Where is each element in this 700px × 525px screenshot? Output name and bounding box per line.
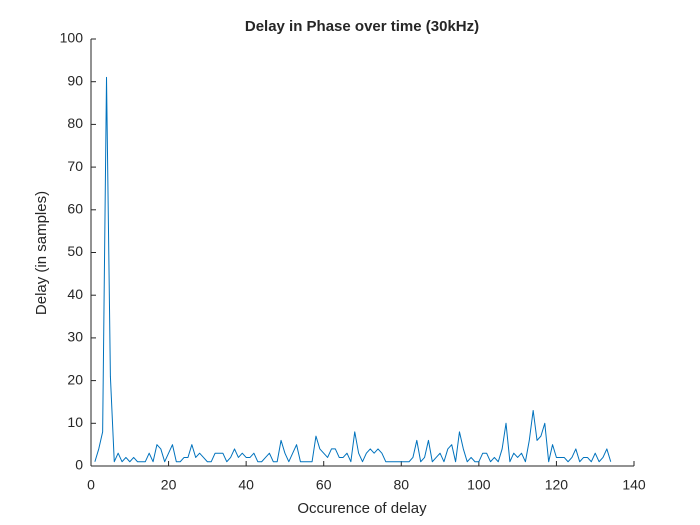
y-tick-label: 60 [67,201,83,217]
y-tick-label: 40 [67,286,83,302]
x-tick-label: 20 [161,477,177,493]
y-tick-label: 100 [60,30,84,46]
x-tick-label: 120 [545,477,569,493]
chart-title: Delay in Phase over time (30kHz) [245,18,479,35]
data-line [94,76,612,463]
x-axis-label: Occurence of delay [297,500,427,517]
y-tick-label: 0 [75,457,83,473]
y-tick-label: 90 [67,72,83,88]
y-tick-label: 30 [67,329,83,345]
y-axis-label: Delay (in samples) [33,191,50,315]
x-tick-label: 80 [393,477,409,493]
y-tick-label: 20 [67,371,83,387]
x-tick-label: 0 [87,477,95,493]
x-tick-label: 40 [238,477,254,493]
x-tick-label: 60 [316,477,332,493]
y-tick-label: 50 [67,243,83,259]
y-tick-label: 10 [67,414,83,430]
x-tick-label: 100 [467,477,491,493]
x-tick-label: 140 [622,477,646,493]
y-tick-label: 80 [67,115,83,131]
y-tick-label: 70 [67,158,83,174]
